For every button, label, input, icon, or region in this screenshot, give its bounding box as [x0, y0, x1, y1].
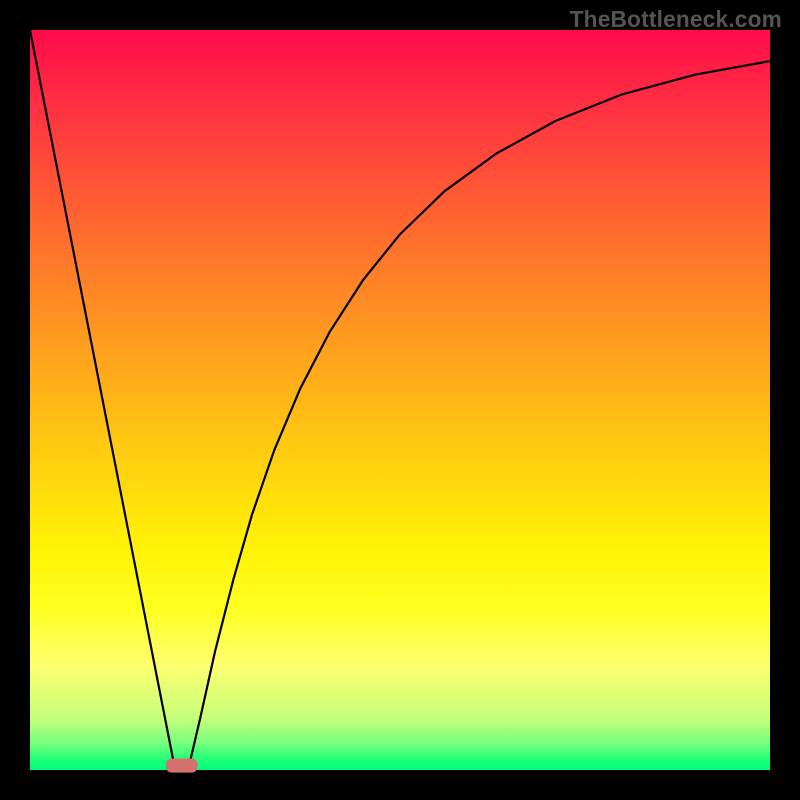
chart-frame: [0, 0, 800, 800]
watermark-label: TheBottleneck.com: [570, 6, 782, 33]
